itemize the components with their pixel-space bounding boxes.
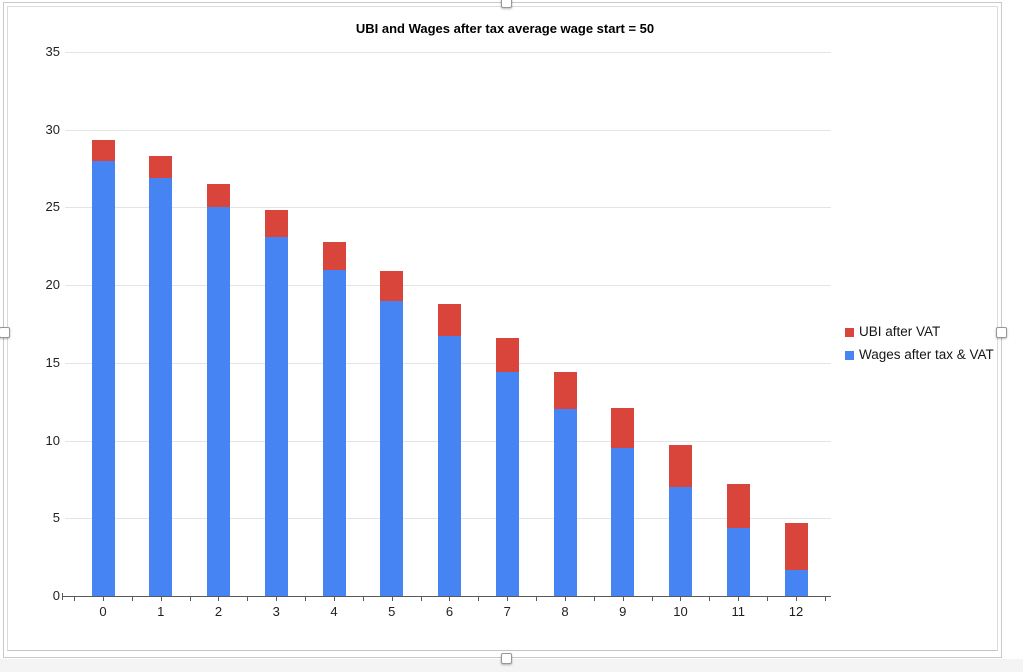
resize-handle-right[interactable] xyxy=(996,327,1007,338)
y-axis-tick-label: 15 xyxy=(45,354,60,370)
bar-segment-wages-after-tax-vat[interactable] xyxy=(380,300,404,596)
x-axis-tick xyxy=(74,597,76,601)
x-axis-tick xyxy=(767,597,769,601)
bar-segment-ubi-after-vat[interactable] xyxy=(149,155,173,178)
bar-segment-wages-after-tax-vat[interactable] xyxy=(322,269,346,596)
x-axis-tick xyxy=(189,597,191,601)
x-axis-category-label: 1 xyxy=(157,604,165,619)
bar-segment-wages-after-tax-vat[interactable] xyxy=(553,409,577,596)
bar-segment-wages-after-tax-vat[interactable] xyxy=(611,448,635,596)
x-axis-tick xyxy=(160,597,162,601)
x-axis-category-label: 6 xyxy=(445,604,454,619)
y-axis-tick-label: 10 xyxy=(45,432,60,448)
bar-segment-wages-after-tax-vat[interactable] xyxy=(149,177,173,596)
bar-segment-ubi-after-vat[interactable] xyxy=(438,303,461,337)
legend-swatch-icon xyxy=(845,328,854,337)
chart-title: UBI and Wages after tax average wage sta… xyxy=(355,21,655,36)
x-axis-tick xyxy=(333,597,335,601)
chart-legend: UBI after VAT Wages after tax & VAT xyxy=(845,324,994,370)
bar-segment-wages-after-tax-vat[interactable] xyxy=(784,569,808,596)
page-background-strip xyxy=(0,659,1023,672)
x-axis-tick xyxy=(362,597,364,601)
y-gridline xyxy=(65,51,831,53)
y-gridline xyxy=(65,285,831,286)
bar-segment-ubi-after-vat[interactable] xyxy=(207,183,230,208)
x-axis-category-label: 2 xyxy=(214,604,223,619)
x-axis-tick xyxy=(824,597,826,601)
resize-handle-top[interactable] xyxy=(501,0,512,8)
x-axis-tick xyxy=(276,597,278,601)
resize-handle-bottom[interactable] xyxy=(501,653,512,664)
x-axis-category-label: 0 xyxy=(99,604,107,619)
bar-segment-ubi-after-vat[interactable] xyxy=(784,522,808,570)
x-axis-tick xyxy=(622,597,624,601)
bar-segment-wages-after-tax-vat[interactable] xyxy=(264,236,288,596)
bar-segment-wages-after-tax-vat[interactable] xyxy=(91,160,115,596)
x-axis-category-label: 3 xyxy=(272,604,280,619)
bar-segment-wages-after-tax-vat[interactable] xyxy=(207,207,230,597)
x-axis-tick xyxy=(478,597,480,601)
x-axis-category-label: 11 xyxy=(731,604,746,619)
x-axis-tick xyxy=(564,597,566,601)
x-axis-tick xyxy=(536,597,538,601)
y-axis-tick-label: 0 xyxy=(52,588,60,603)
x-axis-tick xyxy=(131,597,133,601)
y-axis-tick-label: 30 xyxy=(45,121,60,137)
x-axis-tick xyxy=(593,597,595,601)
bar-segment-ubi-after-vat[interactable] xyxy=(322,241,346,270)
bar-segment-ubi-after-vat[interactable] xyxy=(264,210,288,237)
bar-segment-ubi-after-vat[interactable] xyxy=(380,271,404,301)
legend-item-ubi-after-vat[interactable]: UBI after VAT xyxy=(845,324,994,339)
bar-segment-wages-after-tax-vat[interactable] xyxy=(669,487,692,596)
bar-segment-ubi-after-vat[interactable] xyxy=(91,140,115,161)
x-axis-tick xyxy=(218,597,220,601)
x-axis-category-label: 9 xyxy=(619,604,627,619)
x-axis-start-tick xyxy=(62,593,63,600)
x-axis-category-label: 5 xyxy=(388,604,396,619)
x-axis-tick xyxy=(795,597,797,601)
bar-segment-wages-after-tax-vat[interactable] xyxy=(438,336,461,596)
x-axis-category-label: 4 xyxy=(330,604,338,619)
resize-handle-left[interactable] xyxy=(0,327,10,338)
y-gridline xyxy=(65,207,831,209)
y-axis-tick-label: 5 xyxy=(52,510,60,526)
legend-item-wages-after-tax-vat[interactable]: Wages after tax & VAT xyxy=(845,347,994,362)
x-axis-tick xyxy=(738,597,740,601)
bar-segment-ubi-after-vat[interactable] xyxy=(611,407,635,449)
legend-label: Wages after tax & VAT xyxy=(859,347,994,362)
y-axis-tick-label: 20 xyxy=(45,277,60,292)
x-axis-category-label: 12 xyxy=(788,604,804,619)
bar-segment-ubi-after-vat[interactable] xyxy=(726,484,750,528)
x-axis-category-label: 8 xyxy=(561,604,569,619)
bar-segment-ubi-after-vat[interactable] xyxy=(495,337,519,373)
x-axis-tick xyxy=(449,597,451,601)
x-axis-tick xyxy=(709,597,711,601)
x-axis-tick xyxy=(247,597,249,601)
bar-segment-wages-after-tax-vat[interactable] xyxy=(495,372,519,596)
legend-swatch-icon xyxy=(845,351,854,360)
x-axis-tick xyxy=(651,597,653,601)
x-axis-tick xyxy=(507,597,509,601)
x-axis-category-label: 10 xyxy=(673,604,688,619)
legend-label: UBI after VAT xyxy=(859,324,941,339)
x-axis-tick xyxy=(305,597,307,601)
x-axis-tick xyxy=(102,597,104,601)
x-axis-tick xyxy=(680,597,682,601)
bar-segment-wages-after-tax-vat[interactable] xyxy=(726,527,750,596)
bar-segment-ubi-after-vat[interactable] xyxy=(553,372,577,410)
y-axis-tick-label: 35 xyxy=(45,43,60,59)
x-axis-tick xyxy=(391,597,393,601)
bar-segment-ubi-after-vat[interactable] xyxy=(669,445,692,488)
y-axis-tick-label: 25 xyxy=(45,199,60,215)
x-axis-line xyxy=(62,596,831,597)
x-axis-tick xyxy=(420,597,422,601)
y-gridline xyxy=(65,129,831,131)
x-axis-category-label: 7 xyxy=(503,604,511,619)
